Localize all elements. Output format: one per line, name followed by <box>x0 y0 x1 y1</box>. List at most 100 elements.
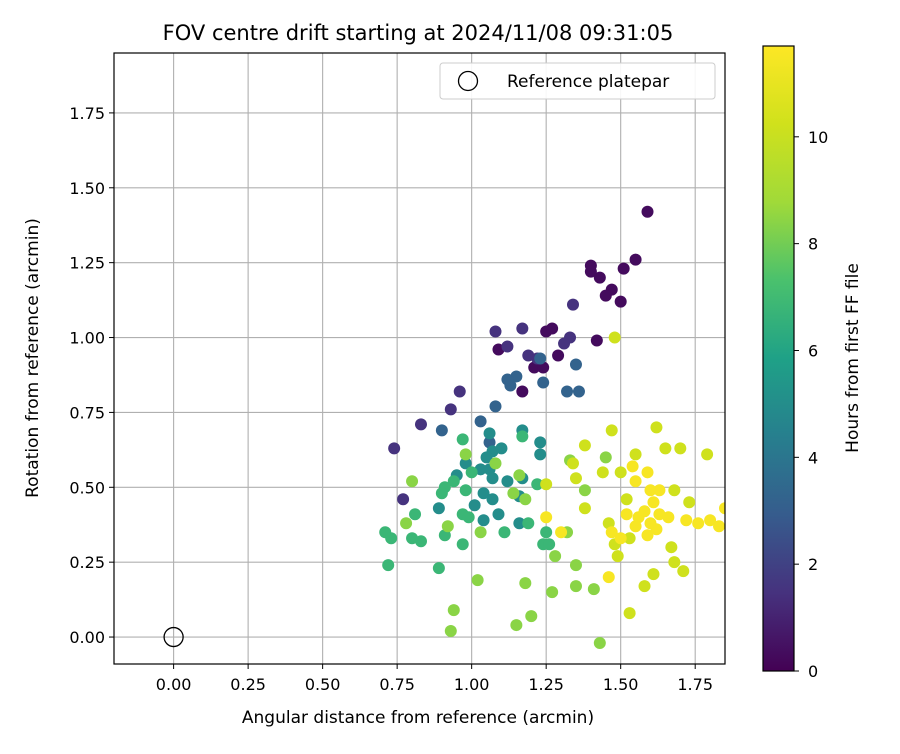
data-point <box>465 466 478 479</box>
reference-marker-group <box>163 626 184 648</box>
data-point <box>453 385 466 398</box>
data-point <box>480 451 493 464</box>
chart-title: FOV centre drift starting at 2024/11/08 … <box>163 21 674 45</box>
data-point <box>432 502 445 515</box>
data-point <box>459 484 472 497</box>
data-point <box>540 511 553 524</box>
data-point <box>569 472 582 485</box>
data-point <box>534 436 547 449</box>
data-point <box>644 484 657 497</box>
data-point <box>477 514 490 527</box>
data-point <box>578 439 591 452</box>
data-point <box>593 271 606 284</box>
data-point <box>510 619 523 632</box>
data-point <box>385 532 398 545</box>
data-point <box>483 427 496 440</box>
data-point <box>456 433 469 446</box>
data-point <box>477 487 490 500</box>
legend-box <box>439 62 716 100</box>
data-point <box>441 520 454 533</box>
data-point <box>486 493 499 506</box>
data-point <box>516 430 529 443</box>
data-point <box>522 517 535 530</box>
x-tick-label: 0.25 <box>230 675 266 694</box>
data-point <box>501 475 514 488</box>
data-point <box>534 352 547 365</box>
data-point <box>659 442 672 455</box>
y-axis-label: Rotation from reference (arcmin) <box>23 218 43 498</box>
data-point <box>543 538 556 551</box>
data-point <box>400 517 413 530</box>
data-point <box>629 253 642 266</box>
data-point <box>444 403 457 416</box>
x-axis-ticks: 0.00 0.25 0.50 0.75 1.00 1.25 1.50 1.75 <box>156 664 713 694</box>
y-axis-ticks: 0.00 0.25 0.50 0.75 1.00 1.25 1.50 1.75 <box>69 104 114 647</box>
y-tick-label: 0.25 <box>69 553 105 572</box>
data-point <box>641 466 654 479</box>
data-point <box>555 526 568 539</box>
reference-marker <box>163 626 184 648</box>
y-tick-label: 0.00 <box>69 628 105 647</box>
data-point <box>566 298 579 311</box>
data-point <box>617 262 630 275</box>
plot-frame <box>113 52 726 665</box>
data-point <box>444 625 457 638</box>
x-tick-label: 0.50 <box>305 675 341 694</box>
data-point <box>623 607 636 620</box>
data-point <box>486 472 499 485</box>
data-point <box>569 580 582 593</box>
data-point <box>435 424 448 437</box>
data-point <box>540 526 553 539</box>
data-point <box>552 349 565 362</box>
data-point <box>587 583 600 596</box>
data-point <box>388 442 401 455</box>
data-point <box>590 334 603 347</box>
x-tick-label: 0.75 <box>379 675 415 694</box>
data-point <box>629 475 642 488</box>
colorbar-label: Hours from first FF file <box>843 263 863 453</box>
data-point <box>459 457 472 470</box>
data-point <box>614 532 627 545</box>
data-point <box>432 562 445 575</box>
colorbar-tick-label: 10 <box>808 128 828 147</box>
data-point <box>614 466 627 479</box>
data-point <box>620 493 633 506</box>
data-point <box>498 526 511 539</box>
data-point <box>489 400 502 413</box>
y-tick-label: 0.75 <box>69 403 105 422</box>
data-point <box>611 550 624 563</box>
data-point <box>435 487 448 500</box>
data-point <box>569 358 582 371</box>
data-point <box>489 325 502 338</box>
data-point <box>602 571 615 584</box>
colorbar-gradient <box>763 46 794 671</box>
data-point <box>578 484 591 497</box>
x-tick-label: 0.00 <box>156 675 192 694</box>
data-point <box>674 442 687 455</box>
y-tick-label: 1.25 <box>69 254 105 273</box>
data-point <box>409 508 422 521</box>
data-point <box>599 289 612 302</box>
colorbar: 0 2 4 6 8 10 Hours from first FF file <box>762 45 863 681</box>
data-point <box>584 265 597 278</box>
y-tick-label: 1.00 <box>69 329 105 348</box>
data-point <box>546 586 559 599</box>
data-point <box>629 520 642 533</box>
data-point <box>569 559 582 572</box>
data-point <box>531 478 544 491</box>
data-point <box>650 421 663 434</box>
data-point <box>406 475 419 488</box>
data-point <box>382 559 395 572</box>
data-point <box>414 535 427 548</box>
data-point <box>447 604 460 617</box>
data-point <box>540 478 553 491</box>
data-point <box>680 514 693 527</box>
colorbar-tick-label: 2 <box>808 555 818 574</box>
data-point <box>668 556 681 569</box>
data-point <box>474 415 487 428</box>
data-point <box>414 418 427 431</box>
data-point <box>626 460 639 473</box>
